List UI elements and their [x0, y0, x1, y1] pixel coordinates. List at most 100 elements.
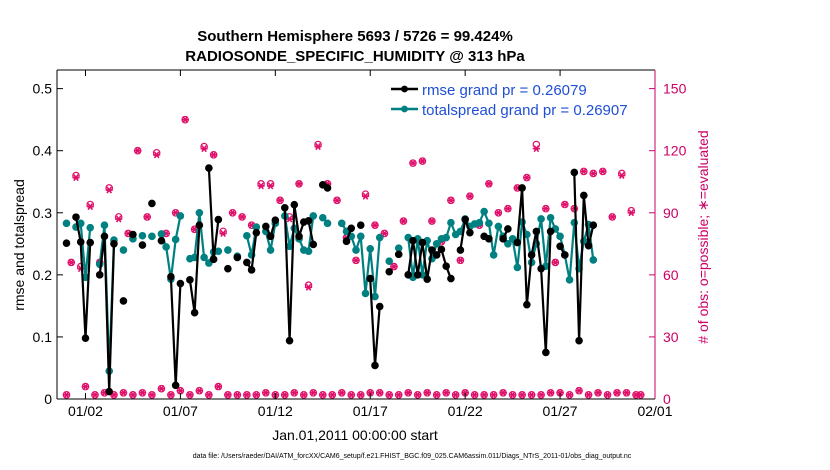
- obs-evaluated-stroke: [467, 192, 473, 200]
- obs-evaluated-point: [447, 196, 455, 204]
- obs-evaluated-stroke: [429, 217, 435, 225]
- obs-evaluated-stroke: [348, 391, 355, 399]
- rmse-point: [247, 266, 256, 274]
- obs-evaluated-stroke: [315, 143, 321, 151]
- obs-evaluated-point: [167, 391, 175, 399]
- rmse-point: [342, 237, 351, 246]
- obs-evaluated-stroke: [206, 391, 212, 399]
- obs-evaluated-point: [295, 180, 303, 188]
- obs-evaluated-stroke: [201, 145, 207, 153]
- obs-evaluated-stroke: [386, 391, 393, 399]
- rmse-point: [72, 213, 80, 221]
- rmse-point: [546, 227, 555, 236]
- obs-evaluated-stroke: [457, 256, 464, 264]
- obs-evaluated-stroke: [524, 174, 530, 182]
- obs-evaluated-stroke: [286, 215, 293, 223]
- totalspread-point: [171, 235, 180, 244]
- obs-evaluated-point: [233, 391, 241, 399]
- obs-evaluated-point: [584, 391, 593, 399]
- totalspread-point: [371, 292, 379, 301]
- obs-evaluated-point: [618, 172, 626, 180]
- rmse-point: [233, 253, 242, 262]
- obs-evaluated-stroke: [168, 391, 174, 399]
- rmse-point: [62, 239, 71, 247]
- obs-evaluated-point: [153, 151, 161, 159]
- totalspread-point: [352, 246, 360, 254]
- totalspread-point: [176, 212, 185, 220]
- rmse-point: [580, 191, 588, 200]
- obs-evaluated-stroke: [187, 391, 193, 399]
- rmse-point: [176, 279, 185, 288]
- obs-evaluated-point: [119, 389, 128, 397]
- obs-evaluated-stroke: [277, 196, 283, 204]
- rmse-point: [442, 262, 450, 270]
- legend-marker: [401, 85, 408, 93]
- y-left-tick-label: 0.2: [33, 267, 53, 283]
- obs-evaluated-point: [442, 389, 450, 397]
- rmse-point: [190, 308, 199, 317]
- rmse-point: [304, 217, 313, 225]
- rmse-point: [409, 236, 417, 245]
- y-right-tick-label: 150: [663, 81, 687, 97]
- obs-evaluated-point: [532, 145, 540, 153]
- obs-evaluated-point: [105, 186, 113, 194]
- obs-evaluated-point: [414, 391, 422, 399]
- obs-evaluated-stroke: [462, 389, 468, 397]
- rmse-point: [157, 236, 166, 245]
- obs-evaluated-point: [485, 180, 493, 188]
- obs-evaluated-point: [599, 167, 607, 175]
- totalspread-point: [157, 230, 166, 238]
- obs-evaluated-stroke: [310, 389, 317, 397]
- obs-evaluated-point: [456, 256, 465, 264]
- obs-evaluated-stroke: [414, 391, 421, 399]
- obs-evaluated-point: [200, 145, 208, 153]
- obs-evaluated-stroke: [177, 387, 184, 395]
- rmse-point: [366, 274, 375, 283]
- obs-evaluated-point: [138, 389, 147, 397]
- obs-evaluated-point: [214, 383, 222, 391]
- obs-evaluated-stroke: [244, 391, 250, 399]
- obs-evaluated-point: [290, 389, 298, 397]
- obs-evaluated-stroke: [63, 391, 70, 399]
- obs-evaluated-point: [243, 391, 251, 399]
- obs-evaluated-stroke: [82, 383, 89, 391]
- y-right-tick-label: 30: [663, 329, 679, 345]
- obs-evaluated-point: [347, 391, 355, 399]
- obs-evaluated-stroke: [319, 391, 326, 399]
- totalspread-point: [162, 243, 170, 251]
- rmse-point: [542, 348, 550, 357]
- obs-evaluated-stroke: [220, 229, 226, 237]
- y-right-tick-label: 90: [663, 205, 679, 221]
- obs-evaluated-point: [219, 229, 227, 237]
- rmse-line: [407, 239, 452, 281]
- rmse-point: [105, 387, 114, 396]
- rmse-point: [347, 224, 356, 233]
- obs-evaluated-point: [418, 157, 427, 165]
- rmse-point: [418, 238, 427, 247]
- totalspread-point: [214, 247, 223, 256]
- obs-evaluated-stroke: [495, 209, 502, 217]
- obs-evaluated-point: [314, 143, 322, 151]
- obs-evaluated-stroke: [637, 391, 644, 399]
- obs-evaluated-stroke: [291, 389, 298, 397]
- totalspread-point: [447, 218, 455, 227]
- obs-evaluated-point: [376, 389, 384, 397]
- rmse-line: [98, 235, 116, 393]
- obs-evaluated-stroke: [410, 159, 416, 167]
- obs-evaluated-point: [333, 196, 341, 204]
- rmse-point: [461, 215, 469, 224]
- obs-evaluated-stroke: [329, 391, 336, 399]
- obs-evaluated-stroke: [106, 186, 113, 194]
- plot-area: [57, 70, 655, 399]
- rmse-point: [575, 336, 583, 345]
- rmse-point: [394, 250, 403, 259]
- y-left-tick-label: 0.5: [33, 81, 53, 97]
- obs-evaluated-stroke: [338, 389, 345, 397]
- obs-evaluated-point: [72, 174, 80, 182]
- obs-evaluated-stroke: [505, 205, 511, 213]
- rmse-point: [129, 230, 137, 239]
- rmse-point: [499, 235, 507, 243]
- x-tick-label: 01/12: [258, 403, 293, 419]
- legend: rmse grand pr = 0.26079 totalspread grand…: [391, 82, 628, 119]
- legend-label: totalspread grand pr = 0.26907: [422, 102, 628, 119]
